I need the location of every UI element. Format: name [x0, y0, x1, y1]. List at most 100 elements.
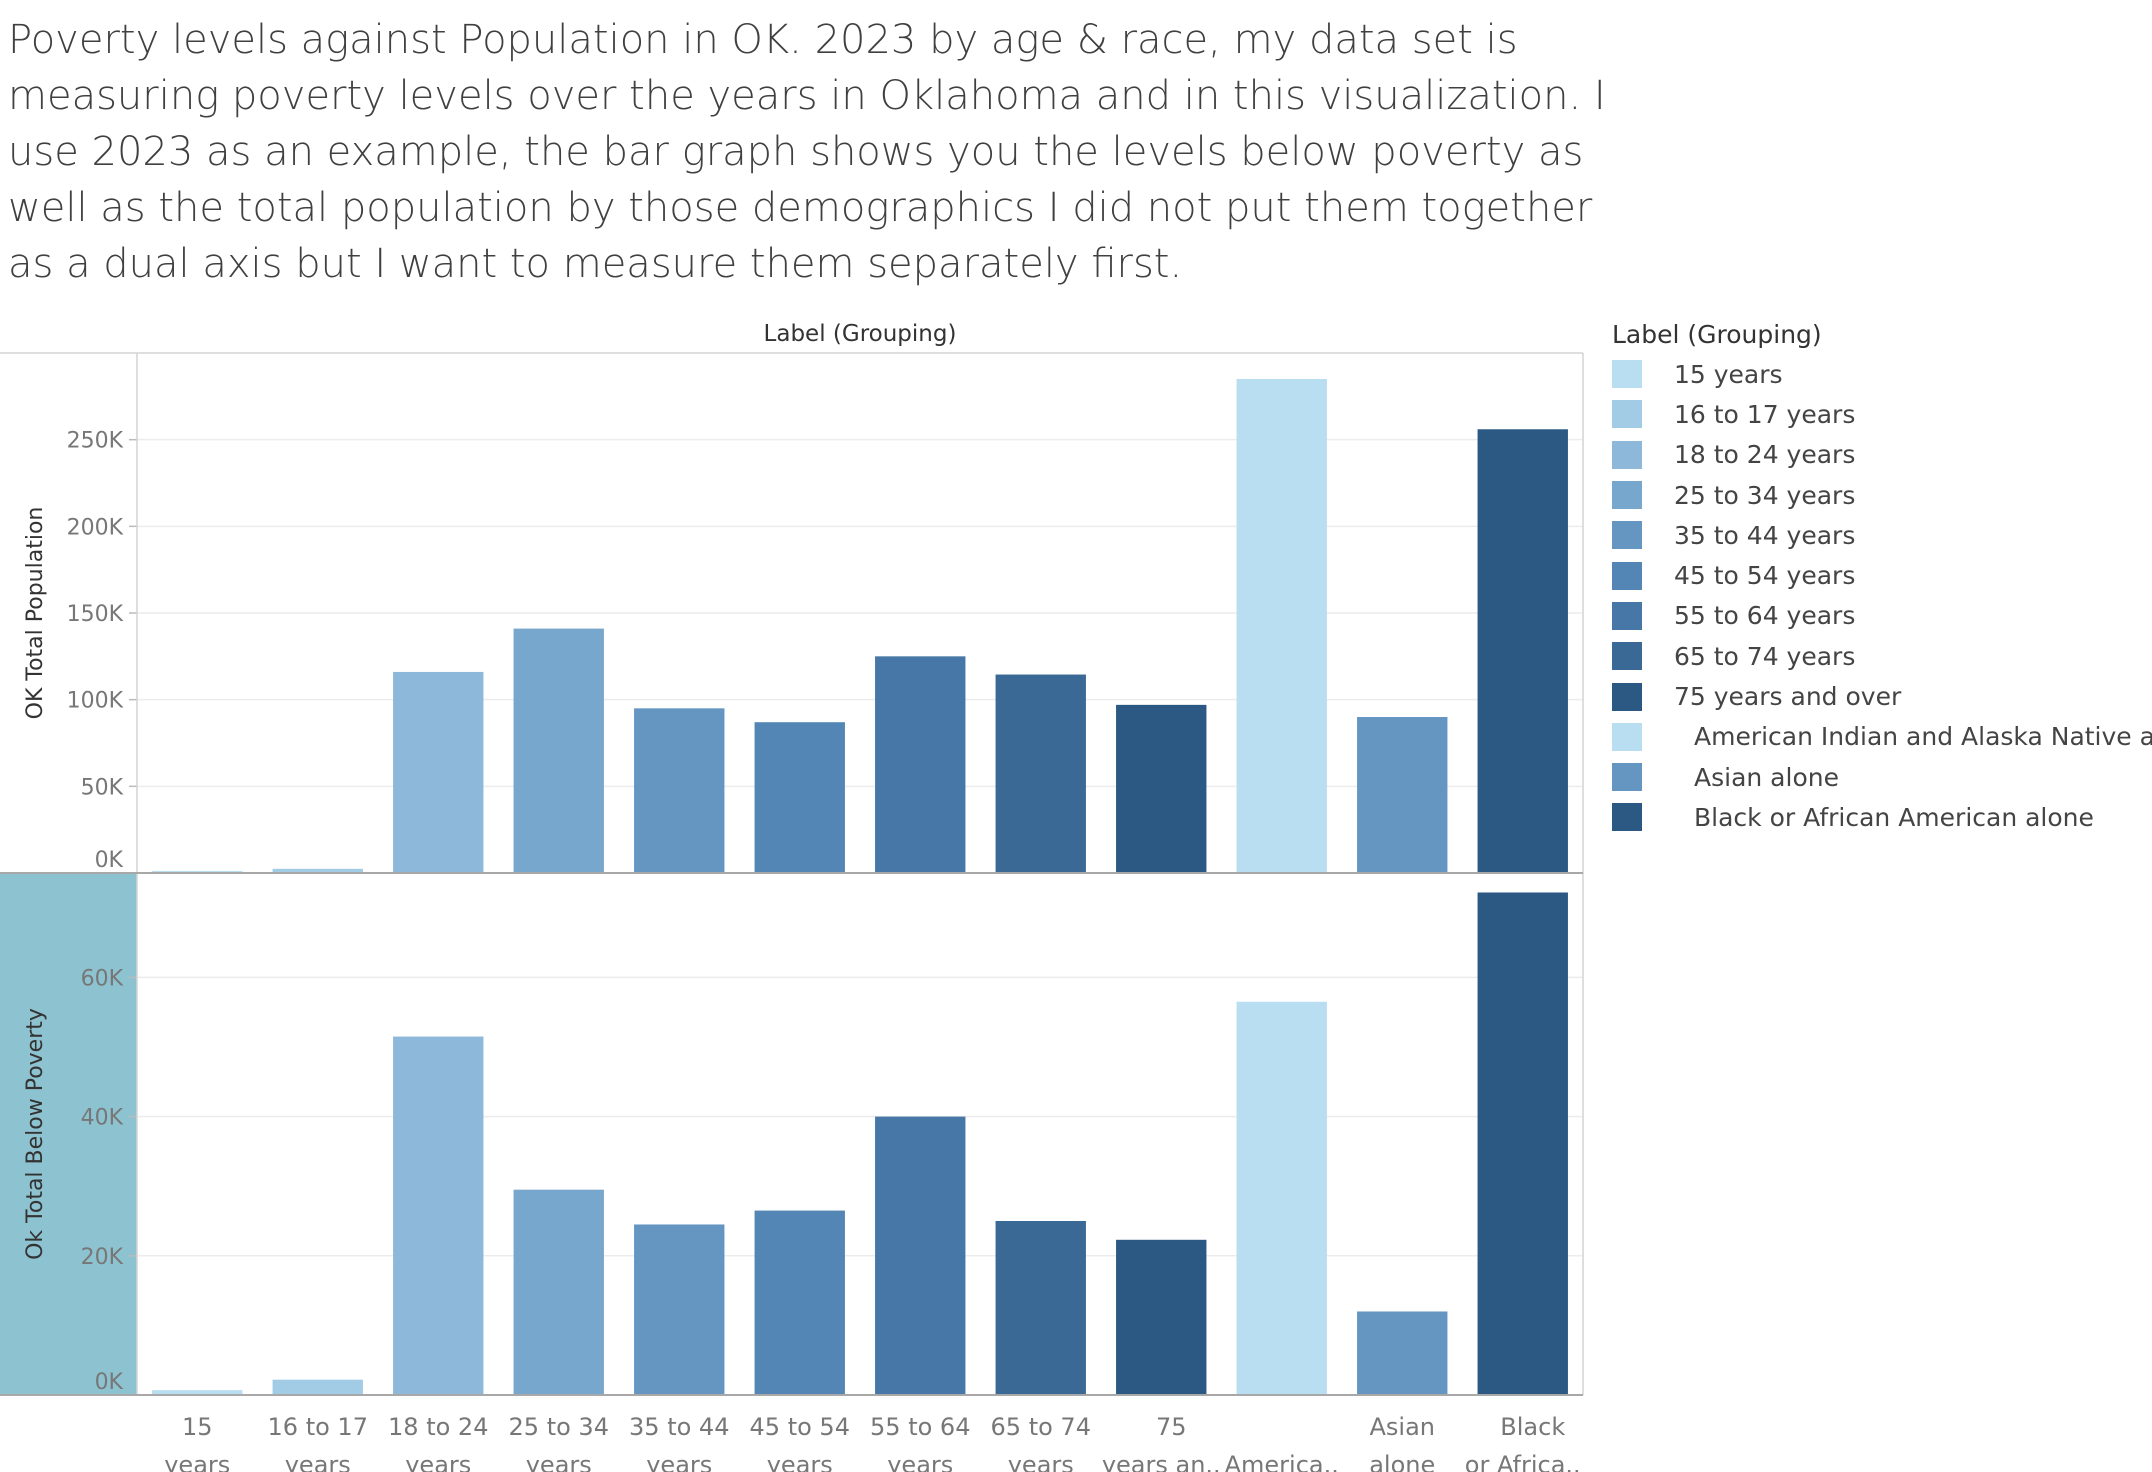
bar	[513, 628, 604, 873]
legend-swatch	[1612, 642, 1642, 671]
x-tick-label: 16 to 17	[268, 1413, 368, 1441]
legend-swatch	[1612, 561, 1642, 590]
legend-label: 65 to 74 years	[1674, 641, 1856, 671]
axis-highlight-band	[0, 873, 137, 1395]
x-tick-label: Black	[1500, 1413, 1565, 1441]
y-tick-label: 150K	[67, 602, 124, 627]
bar	[152, 870, 243, 873]
x-tick-label: years an..	[1102, 1451, 1221, 1472]
x-tick-label: 25 to 34	[509, 1413, 609, 1441]
legend-label: 25 to 34 years	[1674, 480, 1856, 510]
bar	[754, 722, 845, 873]
legend-label: 75 years and over	[1674, 682, 1902, 712]
x-tick-label: or Africa..	[1465, 1451, 1581, 1472]
legend-swatch	[1612, 440, 1642, 469]
x-tick-label: 65 to 74	[991, 1413, 1091, 1441]
legend-item[interactable]: 55 to 64 years	[1612, 596, 2152, 636]
legend-item[interactable]: Asian alone	[1612, 757, 2152, 797]
legend-swatch	[1612, 803, 1642, 832]
legend-item[interactable]: American Indian and Alaska Native alone	[1612, 717, 2152, 757]
x-tick-label: 45 to 54	[750, 1413, 850, 1441]
legend-item[interactable]: 35 to 44 years	[1612, 515, 2152, 555]
legend-label: American Indian and Alaska Native alone	[1694, 722, 2152, 752]
bar	[1116, 704, 1207, 873]
bar	[1236, 379, 1327, 873]
bar	[1357, 1311, 1448, 1395]
legend-swatch	[1612, 360, 1642, 389]
bar	[875, 1116, 966, 1395]
x-tick-label: 18 to 24	[388, 1413, 488, 1441]
x-tick-label: years	[526, 1451, 592, 1472]
legend-swatch	[1612, 400, 1642, 429]
bar	[1116, 1239, 1207, 1395]
bar	[875, 656, 966, 873]
legend-label: Black or African American alone	[1694, 802, 2094, 832]
x-tick-label: years	[767, 1451, 833, 1472]
y-tick-label: 0K	[95, 848, 124, 873]
legend-label: 45 to 54 years	[1674, 561, 1856, 591]
legend-label: 15 years	[1674, 359, 1783, 389]
bar-chart: Label (Grouping)0K50K100K150K200K250KOK …	[0, 321, 1584, 1472]
y-tick-label: 50K	[81, 775, 124, 800]
y-tick-label: 200K	[67, 515, 124, 540]
x-tick-label: alone	[1369, 1451, 1435, 1472]
bar	[1477, 892, 1568, 1395]
y-tick-label: 40K	[81, 1106, 124, 1131]
x-tick-label: America..	[1225, 1451, 1339, 1472]
y-tick-label: 20K	[81, 1245, 124, 1270]
legend-items: 15 years 16 to 17 years 18 to 24 years 25 t…	[1612, 354, 2152, 838]
bar	[995, 1221, 1086, 1395]
legend-title: Label (Grouping)	[1612, 320, 1822, 349]
legend-label: 18 to 24 years	[1674, 440, 1856, 470]
x-tick-label: years	[285, 1451, 351, 1472]
bar	[754, 1210, 845, 1395]
legend-swatch	[1612, 682, 1642, 711]
legend-swatch	[1612, 722, 1642, 751]
bar	[272, 1379, 363, 1395]
bar	[1357, 717, 1448, 873]
legend-item[interactable]: 15 years	[1612, 354, 2152, 394]
x-tick-label: years	[1008, 1451, 1074, 1472]
x-tick-label: Asian	[1369, 1413, 1435, 1441]
bar	[634, 708, 725, 873]
legend-item[interactable]: 18 to 24 years	[1612, 435, 2152, 475]
bar	[1477, 429, 1568, 873]
bar	[995, 674, 1086, 873]
legend-item[interactable]: 16 to 17 years	[1612, 394, 2152, 434]
x-tick-label: years	[887, 1451, 953, 1472]
x-tick-label: 35 to 44	[629, 1413, 729, 1441]
legend-label: 55 to 64 years	[1674, 601, 1856, 631]
legend-item[interactable]: 65 to 74 years	[1612, 636, 2152, 676]
y-tick-label: 100K	[67, 689, 124, 714]
legend-item[interactable]: 25 to 34 years	[1612, 475, 2152, 515]
bar	[272, 868, 363, 873]
legend: Label (Grouping) 15 years 16 to 17 years 1…	[1612, 318, 2152, 838]
y-axis-title: OK Total Population	[23, 507, 48, 720]
x-tick-label: 15	[182, 1413, 213, 1441]
bar	[393, 671, 484, 873]
y-tick-label: 0K	[95, 1370, 124, 1395]
bar	[393, 1036, 484, 1395]
bar	[634, 1224, 725, 1395]
legend-label: 16 to 17 years	[1674, 399, 1856, 429]
bar	[152, 1390, 243, 1395]
column-header-title: Label (Grouping)	[764, 321, 957, 347]
legend-item[interactable]: 75 years and over	[1612, 676, 2152, 716]
legend-swatch	[1612, 601, 1642, 630]
y-tick-label: 60K	[81, 966, 124, 991]
x-tick-label: 75	[1156, 1413, 1187, 1441]
legend-label: 35 to 44 years	[1674, 520, 1856, 550]
x-tick-label: years	[405, 1451, 471, 1472]
x-tick-label: years	[164, 1451, 230, 1472]
chart-caption: Poverty levels against Population in OK.…	[8, 17, 1606, 287]
legend-swatch	[1612, 521, 1642, 550]
legend-swatch	[1612, 763, 1642, 792]
y-axis-title: Ok Total Below Poverty	[23, 1008, 48, 1260]
bar	[513, 1189, 604, 1395]
legend-item[interactable]: 45 to 54 years	[1612, 555, 2152, 595]
x-tick-label: years	[646, 1451, 712, 1472]
legend-item[interactable]: Black or African American alone	[1612, 797, 2152, 837]
legend-label: Asian alone	[1694, 762, 1839, 792]
y-tick-label: 250K	[67, 429, 124, 454]
legend-swatch	[1612, 481, 1642, 510]
